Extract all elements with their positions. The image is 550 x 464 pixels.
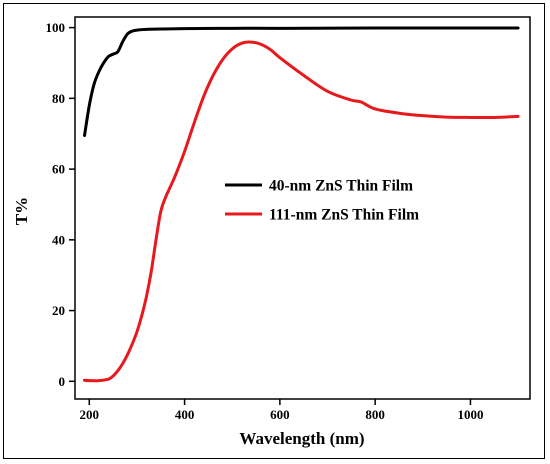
y-tick-label-40: 40 xyxy=(52,232,65,247)
legend-label-2: 111-nm ZnS Thin Film xyxy=(269,207,419,224)
x-axis-title: Wavelength (nm) xyxy=(239,429,364,448)
figure-frame xyxy=(3,3,545,459)
y-tick-label-0: 0 xyxy=(59,374,66,389)
x-tick-label-1000: 1000 xyxy=(457,407,483,422)
legend: 40-nm ZnS Thin Film 111-nm ZnS Thin Film xyxy=(225,178,419,224)
series-line-1 xyxy=(83,26,520,137)
y-tick-label-60: 60 xyxy=(52,162,65,177)
plot-area-border xyxy=(74,16,531,400)
y-axis-title: T% xyxy=(12,197,31,225)
y-tick-label-100: 100 xyxy=(46,20,66,35)
x-tick-label-800: 800 xyxy=(365,407,385,422)
x-tick-label-200: 200 xyxy=(80,407,100,422)
series-line-2 xyxy=(83,40,520,383)
x-tick-label-600: 600 xyxy=(270,407,290,422)
y-tick-label-20: 20 xyxy=(52,303,65,318)
y-tick-label-80: 80 xyxy=(52,91,65,106)
legend-label-1: 40-nm ZnS Thin Film xyxy=(269,178,413,195)
x-tick-label-400: 400 xyxy=(175,407,195,422)
